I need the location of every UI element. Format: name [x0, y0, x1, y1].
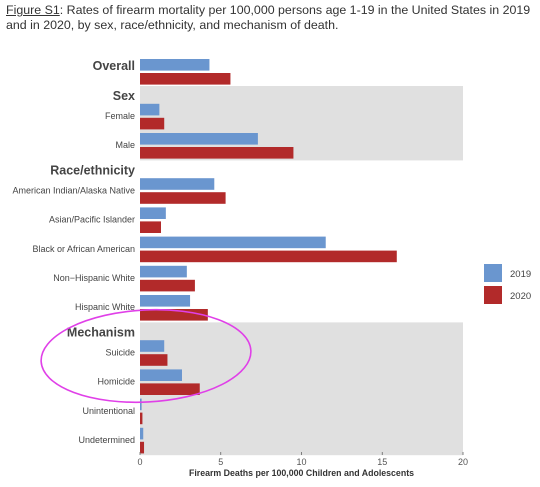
bar-overall-2019 — [140, 59, 210, 71]
group-headers: Overall Sex Race/ethnicity Mechanism — [50, 59, 135, 339]
highlight-ellipse — [40, 308, 252, 404]
category-label-homicide: Homicide — [97, 377, 135, 387]
category-label-female: Female — [105, 111, 135, 121]
x-tick-label-0: 0 — [137, 457, 142, 467]
category-label-suicide: Suicide — [105, 347, 135, 357]
bar-asian-pacific-islander-2019 — [140, 207, 166, 219]
category-label-undetermined: Undetermined — [78, 435, 135, 445]
bar-american-indian-alaska-native-2020 — [140, 192, 226, 204]
category-labels: Female Male American Indian/Alaska Native A… — [12, 111, 135, 445]
legend-label-2020: 2020 — [510, 291, 531, 302]
group-header-overall: Overall — [93, 59, 135, 73]
bar-overall-2020 — [140, 73, 231, 85]
category-label-male: Male — [115, 140, 135, 150]
bar-hispanic-white-2019 — [140, 295, 191, 307]
category-label-unintentional: Unintentional — [82, 406, 135, 416]
bar-male-2019 — [140, 133, 258, 145]
bars — [140, 59, 397, 454]
legend: 2019 2020 — [484, 264, 531, 304]
bar-non-hispanic-white-2019 — [140, 265, 187, 278]
legend-label-2019: 2019 — [510, 269, 531, 280]
x-axis: 0 5 10 15 20 Firearm Deaths per 100,000 Child… — [137, 452, 468, 478]
bar-homicide-2020 — [140, 383, 200, 395]
bar-male-2020 — [140, 147, 294, 159]
bar-unintentional-2019 — [140, 398, 142, 411]
bar-female-2020 — [140, 117, 165, 130]
bar-asian-pacific-islander-2020 — [140, 221, 161, 233]
caption-text: : Rates of firearm mortality per 100,000… — [6, 3, 531, 32]
figure-label: Figure S1 — [6, 3, 60, 17]
bar-undetermined-2020 — [140, 441, 145, 454]
category-label-non-hispanic-white: Non−Hispanic White — [53, 273, 135, 283]
group-header-mechanism: Mechanism — [67, 325, 135, 339]
category-label-asian-pacific-islander: Asian/Pacific Islander — [49, 215, 135, 225]
group-header-sex: Sex — [113, 89, 135, 103]
x-axis-label: Firearm Deaths per 100,000 Children and … — [189, 468, 414, 478]
bar-suicide-2020 — [140, 354, 168, 366]
bar-female-2019 — [140, 103, 160, 116]
bar-hispanic-white-2020 — [140, 309, 208, 321]
bar-unintentional-2020 — [140, 412, 143, 425]
category-label-american-indian-alaska-native: American Indian/Alaska Native — [12, 185, 135, 195]
bar-black-or-african-american-2019 — [140, 236, 326, 249]
legend-swatch-2020 — [484, 286, 502, 304]
bar-undetermined-2019 — [140, 427, 144, 440]
bar-suicide-2019 — [140, 340, 165, 352]
figure-caption: Figure S1: Rates of firearm mortality pe… — [6, 3, 534, 33]
bar-homicide-2019 — [140, 369, 182, 381]
legend-swatch-2019 — [484, 264, 502, 282]
group-header-race-ethnicity: Race/ethnicity — [50, 163, 135, 177]
annotations — [40, 308, 252, 404]
x-tick-label-20: 20 — [458, 457, 468, 467]
category-label-hispanic-white: Hispanic White — [75, 302, 135, 312]
bar-black-or-african-american-2020 — [140, 250, 397, 263]
x-tick-label-10: 10 — [296, 457, 306, 467]
bar-american-indian-alaska-native-2019 — [140, 178, 215, 190]
bar-non-hispanic-white-2020 — [140, 279, 195, 292]
x-tick-label-15: 15 — [377, 457, 387, 467]
x-tick-label-5: 5 — [218, 457, 223, 467]
category-label-black-or-african-american: Black or African American — [32, 244, 135, 254]
